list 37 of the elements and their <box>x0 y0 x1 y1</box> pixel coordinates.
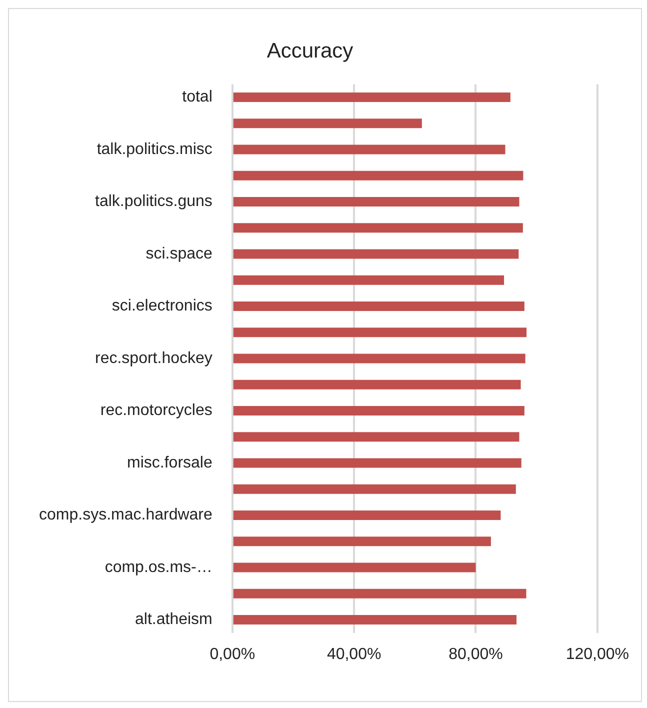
bar <box>233 118 422 128</box>
bar <box>233 510 501 520</box>
bar <box>233 144 506 154</box>
x-tick-label: 0,00% <box>210 646 256 663</box>
y-tick-label: talk.politics.guns <box>95 193 212 210</box>
y-tick-label: rec.sport.hockey <box>95 350 212 367</box>
bar <box>233 275 504 285</box>
bar <box>233 484 516 494</box>
x-tick-label: 120,00% <box>566 646 630 663</box>
bar <box>233 380 521 390</box>
chart-title: Accuracy <box>266 39 354 62</box>
y-tick-label: talk.politics.misc <box>96 140 212 158</box>
bar <box>233 92 510 102</box>
bar <box>233 223 523 233</box>
bar <box>233 354 526 364</box>
x-tick-label: 80,00% <box>448 646 503 663</box>
bar <box>233 197 520 206</box>
y-tick-label: rec.motorcycles <box>100 402 212 420</box>
bar <box>233 249 519 259</box>
bar <box>233 432 520 442</box>
y-tick-label: comp.os.ms-… <box>104 558 212 576</box>
bar <box>233 588 526 598</box>
bar <box>233 458 522 468</box>
y-tick-label: comp.sys.mac.hardware <box>39 506 212 524</box>
y-tick-label: misc.forsale <box>127 454 212 472</box>
y-tick-label: sci.electronics <box>112 298 212 315</box>
y-tick-label: total <box>182 88 212 106</box>
bar <box>233 562 476 572</box>
bar <box>233 302 524 311</box>
x-tick-label: 40,00% <box>326 646 382 663</box>
y-tick-label: sci.space <box>146 245 212 262</box>
y-tick-label: alt.atheism <box>135 611 212 628</box>
bar <box>233 328 527 338</box>
bar <box>233 406 524 416</box>
bar <box>233 170 524 180</box>
bar <box>233 536 491 546</box>
bar <box>233 615 517 624</box>
